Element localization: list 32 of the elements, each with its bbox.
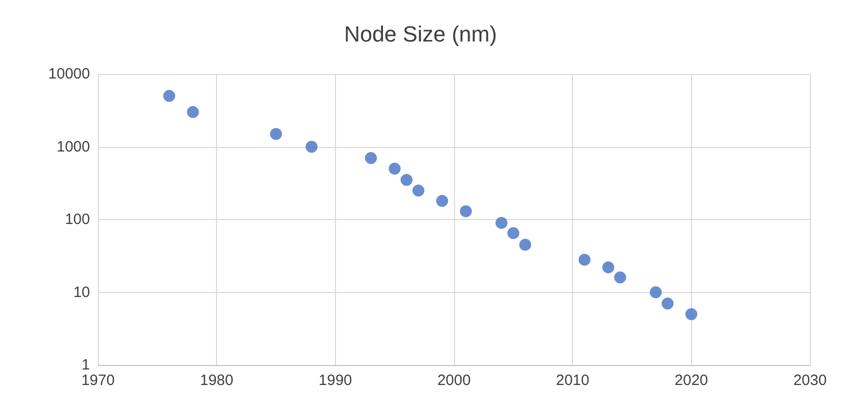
x-tick-label: 1970 (81, 372, 115, 389)
point (388, 162, 401, 175)
point (163, 90, 176, 102)
point (519, 238, 532, 251)
chart-title: Node Size (nm) (344, 22, 497, 46)
x-tick-label: 1980 (200, 372, 234, 389)
point (495, 216, 508, 229)
y-tick-label: 1 (82, 356, 90, 374)
point (270, 128, 282, 140)
y-tick-label: 10 (73, 284, 90, 301)
point (650, 286, 662, 298)
y-tick-label: 100 (64, 211, 90, 228)
x-tick-label: 2020 (674, 372, 708, 389)
point (436, 194, 448, 207)
point (578, 254, 591, 266)
x-tick-label: 2030 (793, 372, 827, 389)
point (306, 140, 318, 153)
y-tick-label: 10000 (48, 66, 90, 82)
y-tick-label: 1000 (56, 138, 90, 156)
point (662, 298, 674, 310)
point (602, 261, 614, 274)
point (685, 308, 698, 320)
x-tick-label: 2000 (437, 372, 471, 389)
point (186, 106, 199, 118)
point (400, 174, 413, 186)
point (460, 205, 472, 218)
point (364, 152, 377, 164)
x-tick-label: 2010 (556, 372, 590, 389)
point (412, 184, 424, 197)
point (507, 227, 520, 240)
x-tick-label: 1990 (318, 372, 352, 389)
point (614, 271, 626, 284)
